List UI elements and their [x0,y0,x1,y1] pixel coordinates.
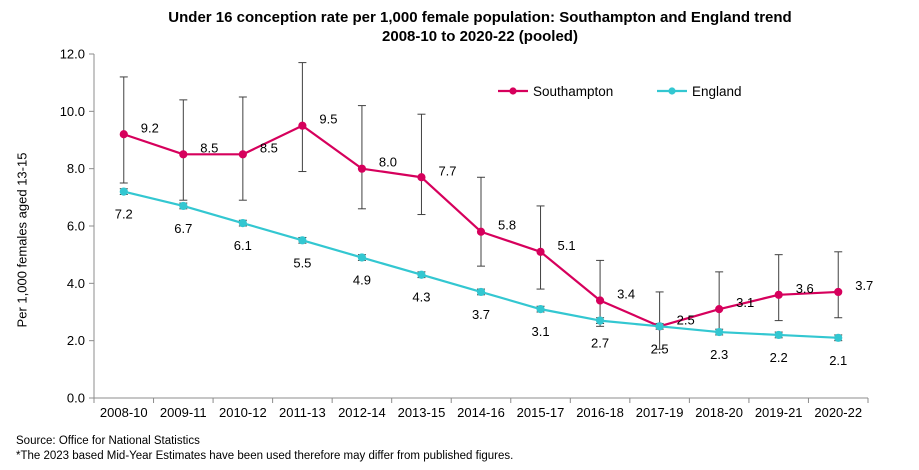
southampton-data-label: 5.1 [558,238,576,253]
footnote: *The 2023 based Mid-Year Estimates have … [16,450,514,462]
england-point [238,219,247,228]
england-data-label: 6.1 [234,238,252,253]
england-point [834,333,843,342]
x-tick-label: 2011-13 [279,405,326,420]
southampton-point [119,130,128,139]
x-tick-label: 2008-10 [100,405,148,420]
england-data-label: 6.7 [174,221,192,236]
southampton-data-label: 3.1 [736,295,754,310]
southampton-point [357,164,367,173]
y-tick-label: 12.0 [60,47,85,62]
southampton-data-label: 5.8 [498,218,516,233]
england-data-label: 2.2 [770,350,788,365]
y-tick-label: 8.0 [67,161,85,176]
legend-england-marker [668,87,676,95]
england-point [179,201,188,211]
southampton-data-label: 2.5 [677,312,695,327]
england-point [357,253,367,262]
england-point [536,305,545,314]
england-data-label: 3.7 [472,307,490,322]
source-note: Source: Office for National Statistics [16,435,200,447]
x-tick-label: 2013-15 [398,405,446,420]
southampton-point [536,247,545,256]
southampton-point [179,150,188,159]
england-point [774,330,783,340]
southampton-point [715,305,724,314]
england-point [595,316,605,325]
southampton-data-label: 3.7 [855,278,873,293]
y-tick-label: 4.0 [67,276,85,291]
x-tick-label: 2019-21 [755,405,803,420]
x-tick-label: 2017-19 [636,405,684,420]
x-tick-label: 2012-14 [338,405,386,420]
southampton-point [238,150,247,159]
southampton-data-label: 8.0 [379,155,397,170]
x-tick-label: 2018-20 [695,405,743,420]
england-point [119,187,128,196]
england-point [715,327,724,337]
southampton-data-label: 9.2 [141,120,159,135]
england-data-label: 5.5 [293,255,311,270]
southampton-data-label: 3.4 [617,287,635,302]
x-tick-label: 2016-18 [576,405,624,420]
southampton-point [595,296,605,305]
southampton-point [834,287,843,297]
x-tick-label: 2015-17 [517,405,565,420]
england-data-label: 3.1 [531,324,549,339]
england-data-label: 4.9 [353,273,371,288]
southampton-point [417,173,426,182]
england-data-label: 4.3 [412,290,430,305]
x-tick-label: 2014-16 [457,405,505,420]
england-point [655,322,664,331]
chart-title-line1: Under 16 conception rate per 1,000 femal… [168,9,792,26]
england-data-label: 2.5 [651,341,669,356]
england-point [298,236,307,245]
x-tick-label: 2009-11 [160,405,207,420]
chart-title: Under 16 conception rate per 1,000 femal… [60,8,900,46]
southampton-data-label: 9.5 [319,112,337,127]
england-data-label: 2.7 [591,336,609,351]
y-tick-label: 6.0 [67,219,85,234]
southampton-point [298,121,307,130]
england-point [476,287,486,297]
southampton-data-label: 8.5 [200,140,218,155]
legend-england-label: England [692,84,742,99]
england-data-label: 7.2 [115,207,133,222]
line-chart: 0.0 2.0 4.0 6.0 8.0 10.0 12.0 2008-10 2009-11 201… [60,47,874,421]
chart-subtitle: 2008-10 to 2020-22 (pooled) [382,28,578,45]
southampton-data-label: 7.7 [438,163,456,178]
southampton-point [774,290,783,299]
legend-southampton-marker [509,87,517,95]
england-point [417,270,426,279]
england-data-label: 2.1 [829,353,847,368]
y-tick-label: 10.0 [60,104,85,119]
x-tick-label: 2010-12 [219,405,267,420]
x-tick-label: 2020-22 [814,405,862,420]
england-data-label: 2.3 [710,347,728,362]
southampton-point [476,227,486,236]
y-tick-label: 2.0 [67,333,85,348]
legend-southampton-label: Southampton [533,84,613,99]
southampton-data-label: 8.5 [260,140,278,155]
southampton-data-label: 3.6 [796,281,814,296]
y-tick-label: 0.0 [67,391,85,406]
